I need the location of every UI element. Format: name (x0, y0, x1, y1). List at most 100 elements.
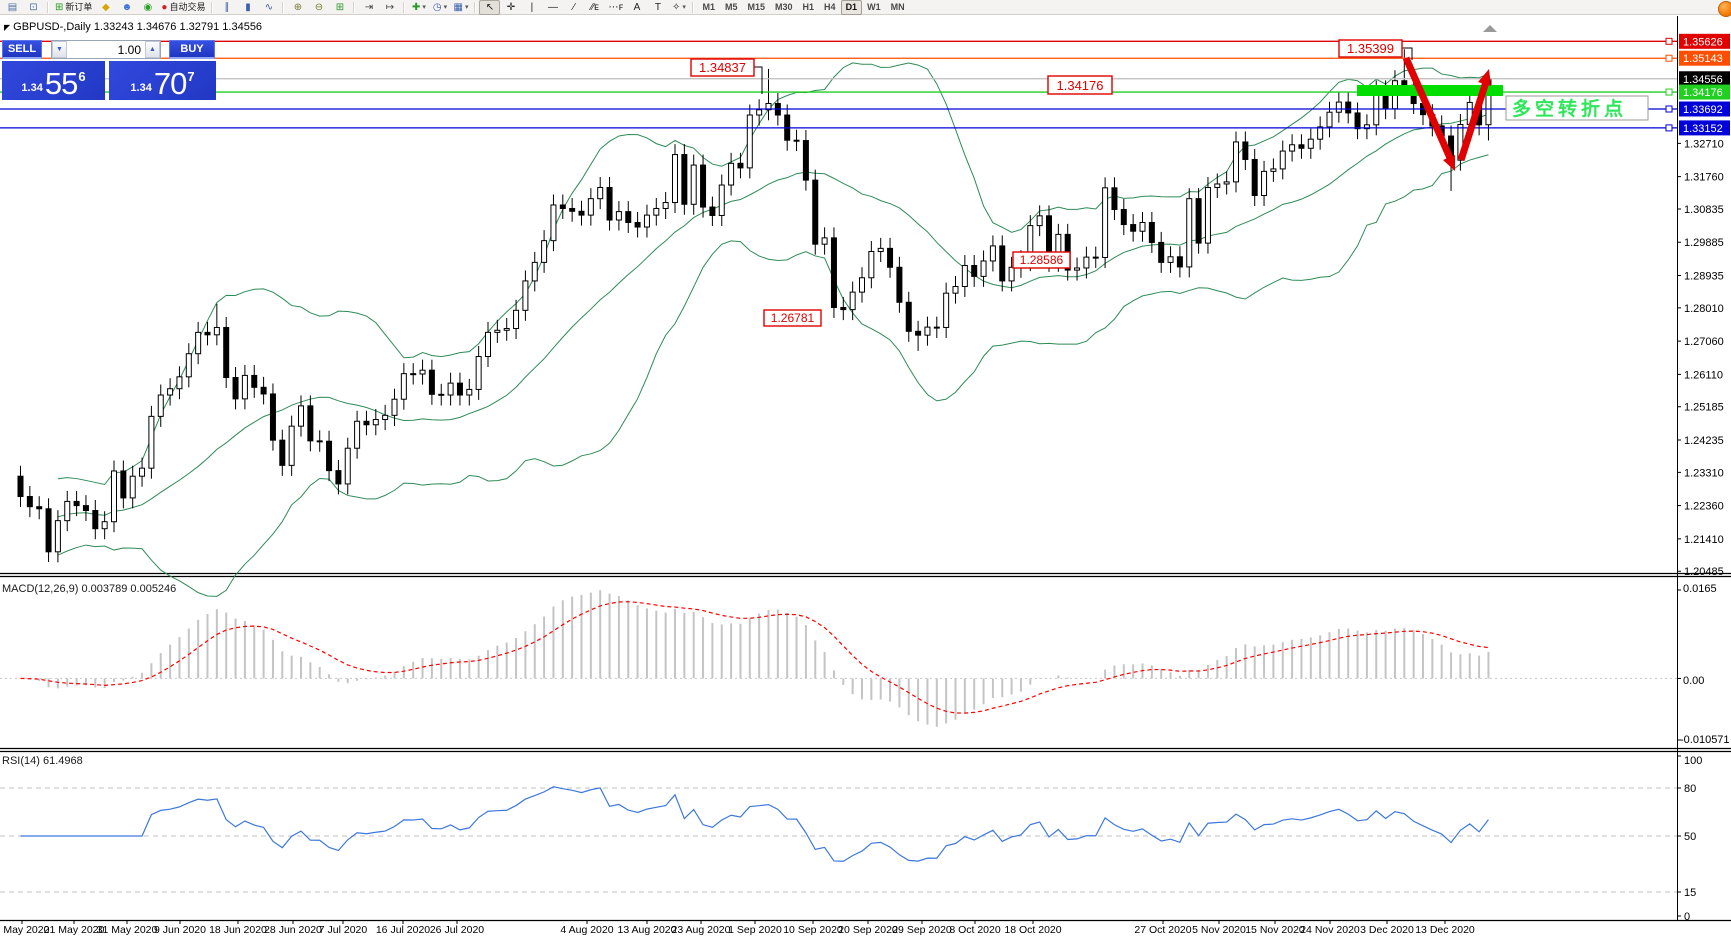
toolbar: ▤ ⊡ ⊞ 新订单 ◆ ☻ ◉ ● 自动交易 ∥ ▮ ∿ ⊕ ⊖ ⊞ ⇥ ↦ ✚ ▾ ◷ ▾ ▦ ▾ ↖ ✛ | — ∕ ∕∕ᴇ ⋯ꜰ A T… (0, 0, 1731, 15)
toolbar-separator (403, 1, 406, 13)
bb-upper-band (57, 62, 1489, 486)
price-axis-tick: 1.27060 (1684, 336, 1724, 348)
macd-axis-bottom: -0.010571 (1680, 734, 1730, 746)
crosshair-icon: ✛ (506, 1, 516, 13)
vertical-line-icon[interactable]: | (521, 0, 542, 15)
date-label: 26 Jul 2020 (430, 924, 484, 936)
date-label: 18 Oct 2020 (1004, 924, 1061, 936)
equidistant-channel-icon[interactable]: ∕∕ᴇ (584, 0, 605, 15)
price-callout-box[interactable] (1012, 251, 1071, 269)
fibonacci-icon: ⋯ꜰ (608, 1, 624, 13)
line-chart-type-icon[interactable]: ∿ (258, 0, 279, 15)
volume-spinner: ▼ 1.00 ▲ (51, 40, 161, 59)
date-label: 4 Aug 2020 (560, 924, 613, 936)
timeframe-mn[interactable]: MN (890, 2, 905, 12)
bid-price-prefix: 1.34 (21, 82, 43, 94)
candles-layer (17, 49, 1492, 563)
volume-decrease-button[interactable]: ▼ (52, 41, 67, 58)
macd-axis-zero: 0.00 (1683, 675, 1704, 687)
price-axis-tick: 1.28935 (1684, 270, 1724, 282)
arrow-head-icon (1443, 155, 1455, 171)
bar-chart-type-icon[interactable]: ∥ (216, 0, 237, 15)
timeframe-m15[interactable]: M15 (747, 2, 766, 12)
hline-handle[interactable] (1665, 88, 1673, 96)
support-zone-rectangle[interactable] (1357, 85, 1503, 96)
rsi-pane: 100 80 50 15 0 (0, 755, 1702, 923)
notification-icon[interactable] (1718, 1, 1731, 17)
zoom-in-icon[interactable]: ⊕ (287, 0, 308, 15)
down-arrow[interactable] (1402, 56, 1454, 160)
price-badge-text: 1.33152 (1683, 123, 1723, 135)
pane-frames (0, 16, 1731, 922)
bid-price-big: 55 (44, 66, 78, 101)
profile-icon[interactable]: ☻ (116, 0, 137, 15)
horizontal-line-icon: — (547, 1, 558, 13)
toolbar-separator (282, 1, 285, 13)
fibonacci-icon[interactable]: ⋯ꜰ (605, 0, 626, 15)
price-callout-text: 1.28586 (1020, 253, 1064, 267)
tile-windows-icon[interactable]: ⊞ (329, 0, 350, 15)
price-axis-tick: 1.22360 (1684, 501, 1724, 513)
price-callout-box[interactable] (1338, 39, 1403, 58)
zoom-out-icon[interactable]: ⊖ (308, 0, 329, 15)
trendline-icon[interactable]: ∕ (563, 0, 584, 15)
buy-button[interactable]: BUY (169, 40, 215, 59)
crosshair-icon[interactable]: ✛ (500, 0, 521, 15)
price-callout-box[interactable] (763, 309, 822, 327)
ask-price-tile[interactable]: 1.34 70 7 (109, 61, 216, 100)
note-box[interactable] (1505, 95, 1649, 121)
text-label-icon[interactable]: T (647, 0, 668, 15)
tile-windows-icon: ⊞ (335, 1, 345, 13)
date-label: 5 Nov 2020 (1192, 924, 1246, 936)
chart-title-text: GBPUSD-,Daily 1.33243 1.34676 1.32791 1.… (13, 21, 263, 33)
ask-price-pip: 7 (187, 69, 195, 84)
indicators-icon[interactable]: ✚ ▾ (408, 0, 429, 15)
timeframe-h1[interactable]: H1 (802, 2, 815, 12)
hline-handle[interactable] (1665, 105, 1673, 113)
date-label: 1 Sep 2020 (728, 924, 782, 936)
timeframe-m1[interactable]: M1 (702, 2, 715, 12)
note-text: 多空转折点 (1512, 97, 1627, 120)
volume-increase-button[interactable]: ▲ (145, 41, 160, 58)
timeframe-d1[interactable]: D1 (840, 0, 863, 15)
timeframe-m5[interactable]: M5 (724, 2, 738, 12)
up-arrow[interactable] (1457, 80, 1490, 162)
text-icon[interactable]: A (626, 0, 647, 15)
bid-price-tile[interactable]: 1.34 55 6 (2, 61, 105, 100)
price-axis-tick: 1.32710 (1684, 138, 1724, 150)
templates-icon: ▦ (453, 1, 463, 13)
profile-icon: ☻ (121, 1, 133, 13)
chart-window-icon[interactable]: ▤ (2, 0, 23, 15)
alerts-icon[interactable]: ◉ (137, 0, 158, 15)
arrows-icon[interactable]: ✧ ▾ (668, 0, 689, 15)
sell-button[interactable]: SELL (2, 40, 42, 59)
cursor-icon[interactable]: ↖ (479, 0, 501, 15)
price-callout-text: 1.34837 (699, 60, 746, 75)
timeframe-w1[interactable]: W1 (867, 2, 881, 12)
hline-handle[interactable] (1665, 54, 1673, 62)
volume-input[interactable]: 1.00 (117, 42, 141, 57)
autotrading-button-label: 自动交易 (169, 1, 206, 12)
autotrading-button[interactable]: ● 自动交易 (158, 0, 208, 15)
candlestick-chart-type-icon[interactable]: ▮ (237, 0, 258, 15)
periods-icon[interactable]: ◷ ▾ (429, 0, 450, 15)
hline-handle[interactable] (1665, 124, 1673, 132)
vertical-line-icon: | (530, 1, 534, 13)
hline-handle[interactable] (1665, 37, 1673, 45)
timeframe-h4[interactable]: H4 (824, 2, 836, 12)
price-callout-box[interactable] (1047, 75, 1113, 95)
chart-shift-icon[interactable]: ↦ (379, 0, 400, 15)
date-label: 3 Dec 2020 (1360, 924, 1414, 936)
metaeditor-icon[interactable]: ◆ (95, 0, 116, 15)
auto-scroll-icon[interactable]: ⇥ (358, 0, 379, 15)
new-order-button[interactable]: ⊞ 新订单 (52, 0, 95, 15)
date-label: 10 Sep 2020 (783, 924, 843, 936)
horizontal-line-icon[interactable]: — (542, 0, 563, 15)
price-callout-box[interactable] (690, 58, 755, 77)
templates-icon[interactable]: ▦ ▾ (450, 0, 471, 15)
toolbar-separator (353, 1, 356, 13)
macd-pane (0, 589, 1681, 741)
timeframe-m30[interactable]: M30 (775, 2, 793, 12)
data-window-icon[interactable]: ⊡ (23, 0, 44, 15)
